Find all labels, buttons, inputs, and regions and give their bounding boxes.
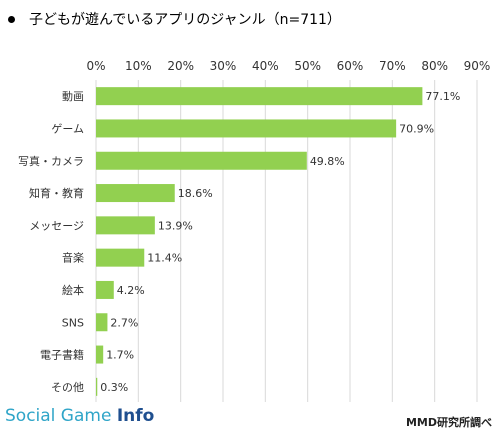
value-label: 77.1% [425, 90, 460, 103]
bar [96, 280, 114, 299]
category-label: 動画 [62, 89, 84, 103]
value-label: 11.4% [147, 252, 182, 265]
category-label: 知育・教育 [29, 186, 84, 200]
x-tick-label: 0% [86, 59, 105, 73]
category-label: ゲーム [51, 122, 84, 135]
bar [96, 119, 397, 138]
category-label: メッセージ [29, 219, 84, 232]
source-credit: MMD研究所調べ [405, 416, 492, 429]
brand-text-info: Info [116, 406, 155, 426]
value-label: 13.9% [158, 219, 193, 232]
x-tick-label: 50% [294, 59, 321, 73]
value-label: 18.6% [178, 187, 213, 200]
x-tick-label: 60% [337, 59, 364, 73]
bar [96, 216, 155, 235]
value-label: 1.7% [106, 349, 134, 362]
x-tick-label: 30% [210, 59, 237, 73]
category-label: 音楽 [62, 251, 84, 265]
brand-text-social-game: Social Game [5, 406, 117, 426]
bullet-icon [8, 15, 15, 23]
value-label: 70.9% [399, 122, 434, 135]
category-label: 電子書籍 [40, 348, 84, 362]
category-label: その他 [51, 381, 84, 394]
chart-title-row: 子どもが遊んでいるアプリのジャンル（n=711） [8, 9, 341, 29]
bar [96, 87, 423, 106]
value-label: 0.3% [100, 381, 128, 394]
x-tick-label: 40% [252, 59, 279, 73]
x-tick-label: 90% [464, 59, 491, 73]
bar [96, 377, 98, 396]
chart-title: 子どもが遊んでいるアプリのジャンル（n=711） [29, 12, 341, 28]
bar [96, 248, 145, 267]
x-tick-label: 70% [379, 59, 406, 73]
brand-logo: Social Game Info [5, 406, 154, 426]
category-label: SNS [62, 316, 84, 329]
x-tick-label: 20% [167, 59, 194, 73]
bar [96, 313, 108, 332]
category-label: 絵本 [62, 283, 84, 297]
x-tick-label: 10% [125, 59, 152, 73]
category-label: 写真・カメラ [18, 154, 84, 168]
bar [96, 151, 307, 170]
bar [96, 184, 175, 203]
x-tick-label: 80% [421, 59, 448, 73]
value-label: 2.7% [110, 316, 138, 329]
bar [96, 345, 104, 364]
value-label: 4.2% [117, 284, 145, 297]
value-label: 49.8% [310, 155, 345, 168]
